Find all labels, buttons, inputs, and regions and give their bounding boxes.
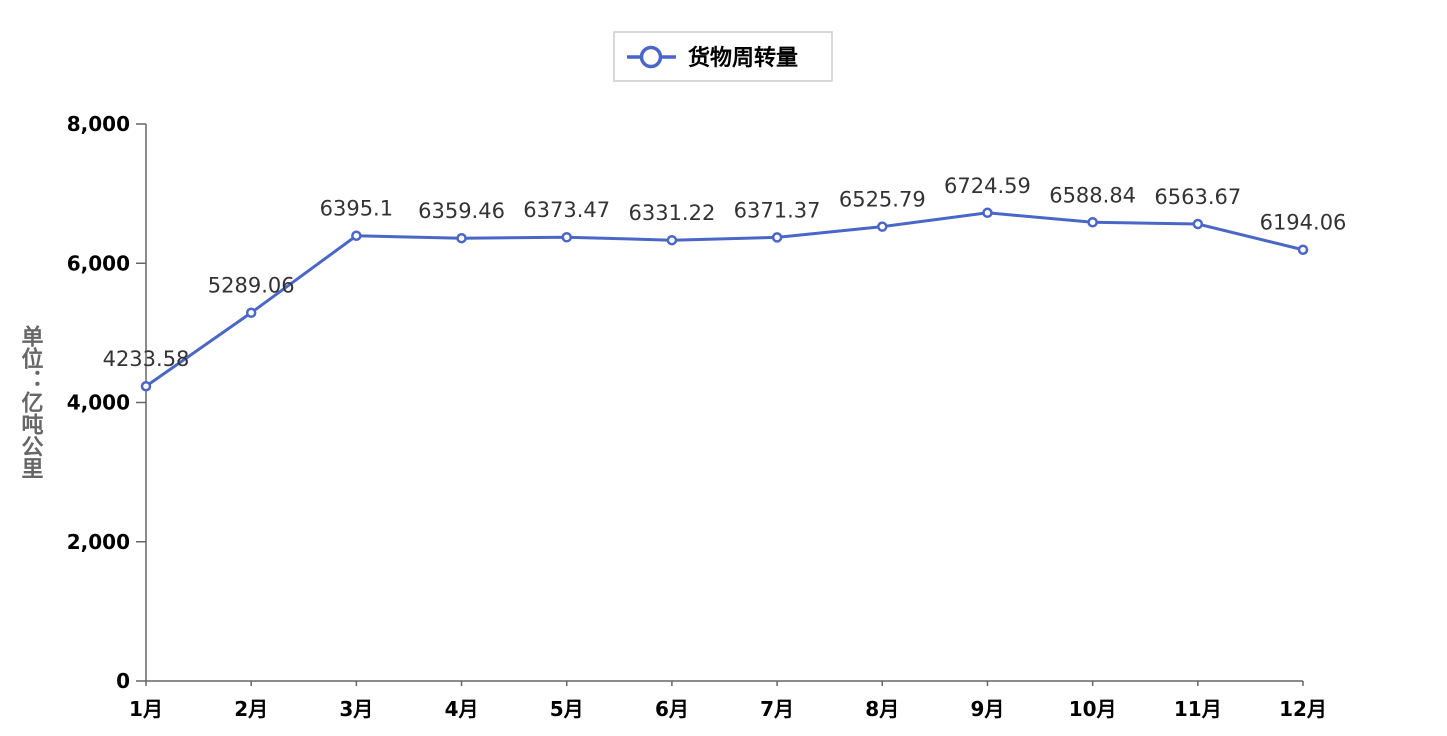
- data-label: 4233.58: [103, 347, 190, 371]
- legend-marker-icon: [639, 45, 663, 69]
- series-line: [145, 211, 1304, 388]
- data-point[interactable]: [1192, 218, 1204, 230]
- y-tick-label: 0: [116, 669, 130, 693]
- data-point[interactable]: [877, 221, 888, 232]
- x-tick-label: 9月: [970, 697, 1004, 721]
- x-tick-label: 3月: [339, 697, 373, 721]
- data-label: 6724.59: [944, 174, 1031, 198]
- x-tick-label: 1月: [129, 697, 163, 721]
- data-label: 5289.06: [208, 274, 295, 298]
- data-label: 6395.1: [320, 197, 393, 221]
- data-label: 6563.67: [1154, 185, 1241, 209]
- data-point[interactable]: [245, 307, 257, 318]
- x-tick-label: 12月: [1279, 697, 1327, 721]
- data-point[interactable]: [561, 231, 572, 243]
- data-point[interactable]: [1087, 217, 1098, 228]
- x-tick-label: 11月: [1174, 697, 1222, 721]
- x-tick-label: 8月: [865, 697, 899, 721]
- data-point[interactable]: [771, 232, 783, 243]
- x-tick-label: 10月: [1069, 697, 1117, 721]
- data-label: 6331.22: [628, 201, 715, 225]
- y-tick-label: 6,000: [67, 251, 130, 275]
- data-label: 6588.84: [1049, 183, 1136, 207]
- x-tick-label: 2月: [234, 697, 268, 721]
- data-point[interactable]: [456, 232, 467, 244]
- y-tick-label: 8,000: [67, 112, 130, 136]
- data-point[interactable]: [1297, 244, 1309, 255]
- data-label: 6194.06: [1260, 211, 1347, 235]
- x-tick-label: 4月: [445, 697, 479, 721]
- data-point[interactable]: [140, 380, 152, 392]
- x-tick-label: 6月: [655, 697, 689, 721]
- data-point[interactable]: [351, 230, 362, 241]
- data-label: 6359.46: [418, 199, 505, 223]
- data-point[interactable]: [982, 207, 993, 219]
- x-tick-label: 5月: [550, 697, 584, 721]
- y-axis-label: 单位：亿吨公里: [18, 325, 44, 479]
- x-tick-label: 7月: [760, 697, 794, 721]
- data-label: 6525.79: [839, 188, 926, 212]
- data-label: 6373.47: [523, 198, 610, 222]
- y-tick-label: 4,000: [67, 391, 130, 415]
- y-tick-label: 2,000: [67, 530, 130, 554]
- data-label: 6371.37: [734, 198, 821, 222]
- legend-label: 货物周转量: [688, 45, 798, 71]
- legend[interactable]: 货物周转量: [613, 31, 833, 82]
- data-point[interactable]: [666, 234, 678, 246]
